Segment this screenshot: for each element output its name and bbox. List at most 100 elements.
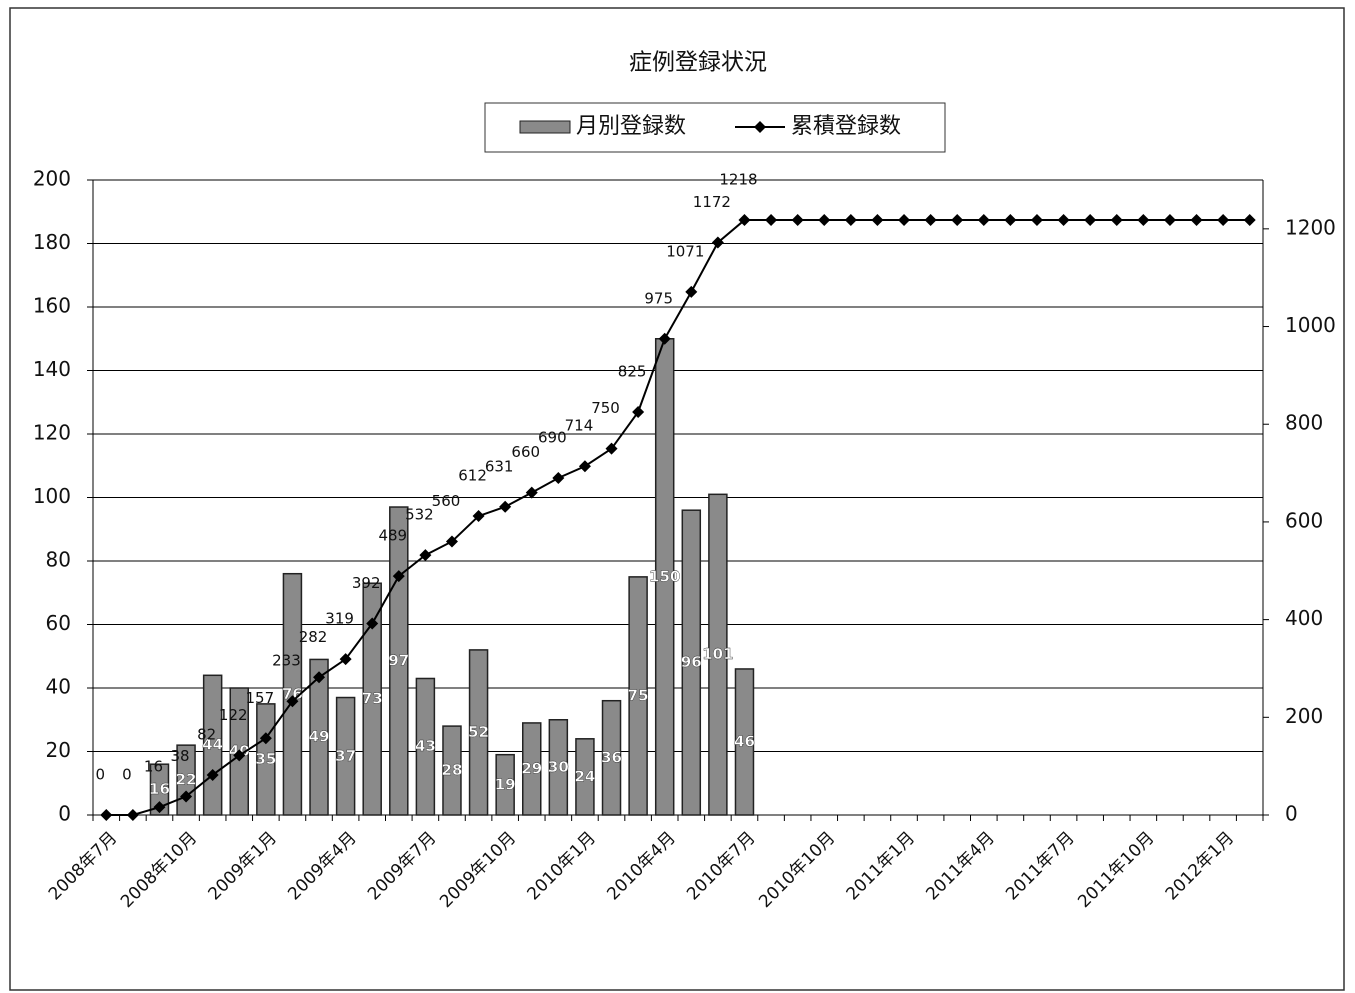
line-marker <box>1190 214 1203 227</box>
line-label: 0 <box>96 766 106 784</box>
bar-label: 29 <box>521 759 542 777</box>
line-label: 560 <box>432 492 461 510</box>
bar <box>468 649 489 816</box>
bar <box>575 738 595 816</box>
bar <box>548 719 569 816</box>
line-marker <box>898 214 911 227</box>
legend-label: 累積登録数 <box>791 114 901 139</box>
line-marker <box>977 214 990 227</box>
chart-frame <box>9 7 1345 991</box>
line-label: 612 <box>458 467 487 485</box>
bar-label: 97 <box>388 652 409 670</box>
bar-label: 49 <box>309 728 330 746</box>
line-label: 489 <box>378 527 407 545</box>
line-marker <box>1137 214 1150 227</box>
line-marker <box>180 790 193 803</box>
line-marker <box>605 442 618 455</box>
line-marker <box>499 500 512 513</box>
line-marker <box>685 285 698 298</box>
bar <box>202 674 223 816</box>
line-label: 631 <box>485 457 514 475</box>
line-marker <box>1110 214 1123 227</box>
line-label: 714 <box>565 417 594 435</box>
bar <box>681 509 702 816</box>
line-marker <box>233 749 246 762</box>
line-label: 157 <box>246 689 275 707</box>
bar-label: 44 <box>202 736 223 754</box>
bar-label: 150 <box>649 567 680 585</box>
line-marker <box>765 214 778 227</box>
line-marker <box>1057 214 1070 227</box>
bar-label: 19 <box>495 775 516 793</box>
y2-tick-label: 0 <box>1285 802 1298 826</box>
line-marker <box>1217 214 1230 227</box>
y-tick-label: 120 <box>33 421 71 445</box>
y2-tick-label: 200 <box>1285 704 1323 728</box>
line-label: 282 <box>299 628 328 646</box>
line-marker <box>206 768 219 781</box>
bar-label: 52 <box>468 723 489 741</box>
bar-label: 36 <box>601 748 622 766</box>
bar <box>362 582 382 816</box>
bar-label: 35 <box>255 750 276 768</box>
bar <box>522 722 542 816</box>
bar-label: 43 <box>415 737 436 755</box>
bar-label: 16 <box>149 780 170 798</box>
y2-tick-label: 800 <box>1285 411 1323 435</box>
bar-label: 75 <box>628 686 649 704</box>
line-label: 392 <box>352 574 381 592</box>
line-marker <box>525 486 538 499</box>
y-tick-label: 80 <box>46 548 71 572</box>
y2-tick-label: 400 <box>1285 606 1323 630</box>
line-label: 975 <box>644 289 673 307</box>
bar <box>309 658 329 816</box>
line-marker <box>445 535 458 548</box>
bar-label: 46 <box>734 732 755 750</box>
bar-label: 101 <box>702 645 733 663</box>
bar <box>734 668 755 816</box>
bar <box>442 725 462 816</box>
line-marker <box>791 214 804 227</box>
line-marker <box>711 236 724 249</box>
line-marker <box>1004 214 1017 227</box>
line-label: 319 <box>325 610 354 628</box>
line-marker <box>153 801 166 814</box>
y-tick-label: 140 <box>33 357 71 381</box>
line-label: 233 <box>272 652 301 670</box>
line-marker <box>578 460 591 473</box>
line-label: 532 <box>405 506 434 524</box>
line-marker <box>1030 214 1043 227</box>
line-marker <box>951 214 964 227</box>
bar-label: 37 <box>335 747 356 765</box>
line-marker <box>818 214 831 227</box>
line-marker <box>419 549 432 562</box>
line-marker <box>126 809 139 821</box>
y-tick-label: 20 <box>46 738 71 762</box>
legend-marker <box>754 121 766 133</box>
bar <box>628 576 648 816</box>
line-label: 0 <box>122 766 132 784</box>
line-marker <box>1243 214 1256 227</box>
y2-tick-label: 1000 <box>1285 313 1336 337</box>
bar <box>495 753 515 816</box>
y-tick-label: 160 <box>33 294 71 318</box>
line-marker <box>100 809 113 821</box>
y-tick-label: 100 <box>33 484 71 508</box>
bar-label: 73 <box>362 690 383 708</box>
line-marker <box>738 214 751 227</box>
y2-tick-label: 600 <box>1285 508 1323 532</box>
line-marker <box>366 617 379 630</box>
line-label: 16 <box>144 758 163 776</box>
line-label: 825 <box>618 363 647 381</box>
legend-label: 月別登録数 <box>576 114 686 139</box>
chart-title: 症例登録状況 <box>629 50 767 76</box>
bar-label: 22 <box>176 771 197 789</box>
line-marker <box>313 671 326 684</box>
line-label: 660 <box>511 443 540 461</box>
line-label: 38 <box>171 747 190 765</box>
bar <box>149 763 170 816</box>
line-marker <box>259 732 272 745</box>
y-tick-label: 0 <box>58 802 71 826</box>
line-marker <box>844 214 857 227</box>
